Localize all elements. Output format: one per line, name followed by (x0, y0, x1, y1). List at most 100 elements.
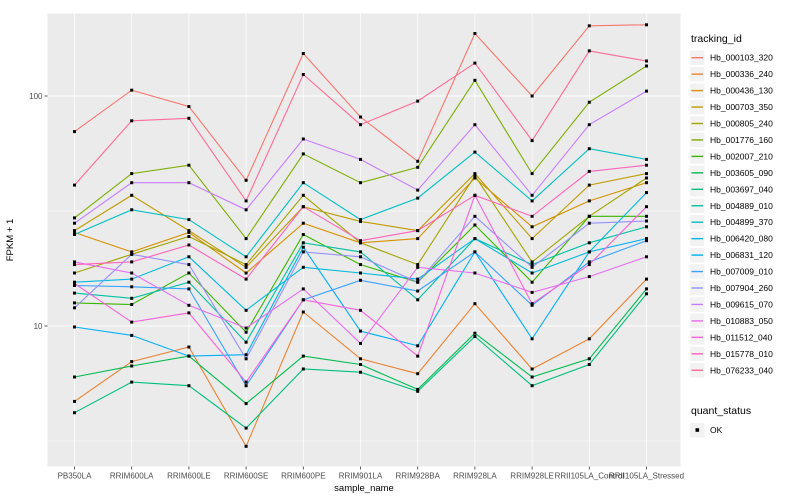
data-point (73, 231, 76, 234)
data-point (187, 229, 191, 233)
data-point (645, 163, 648, 167)
data-point (244, 271, 248, 275)
data-point (530, 303, 534, 307)
data-point (359, 255, 362, 259)
data-point (359, 241, 362, 245)
data-point (645, 64, 648, 68)
data-point (359, 308, 362, 312)
data-point (73, 375, 76, 379)
legend-item-label: OK (710, 425, 723, 435)
data-point (130, 360, 134, 364)
data-point (130, 88, 134, 92)
x-tick-label: RRIM600LE (167, 472, 211, 481)
data-point (130, 181, 134, 185)
data-point (645, 205, 648, 209)
data-point (244, 208, 248, 212)
data-point (301, 367, 305, 371)
data-point (416, 289, 420, 293)
data-point (244, 402, 248, 406)
x-tick-label: RRII105LA_Stressed (609, 472, 684, 481)
data-point (130, 252, 134, 256)
data-point (187, 163, 191, 167)
legend-swatch-point (695, 428, 700, 432)
legend-item-label: Hb_076233_040 (710, 365, 773, 375)
data-point (587, 241, 591, 245)
legend-item-label: Hb_006831_120 (710, 250, 773, 260)
legend-item-label: Hb_000336_240 (710, 69, 773, 79)
data-point (473, 214, 477, 218)
data-point (473, 61, 477, 65)
data-point (530, 237, 534, 241)
data-point (359, 123, 362, 127)
data-point (187, 303, 191, 307)
data-point (187, 243, 191, 247)
data-point (645, 225, 648, 229)
data-point (473, 331, 477, 335)
data-point (244, 330, 248, 334)
data-point (301, 241, 305, 245)
data-point (473, 78, 477, 82)
data-point (73, 271, 76, 275)
data-point (587, 100, 591, 104)
data-point (530, 384, 534, 388)
data-point (73, 411, 76, 415)
x-tick-label: RRIM600LA (110, 472, 154, 481)
data-point (301, 245, 305, 249)
data-point (645, 157, 648, 161)
data-point (473, 176, 477, 180)
data-point (187, 271, 191, 275)
data-point (473, 302, 477, 306)
legend-title-tracking-id: tracking_id (691, 33, 742, 45)
data-point (130, 380, 134, 384)
data-point (587, 123, 591, 127)
data-point (587, 214, 591, 218)
data-point (130, 296, 134, 300)
data-point (416, 196, 420, 200)
data-point (416, 354, 420, 358)
data-point (130, 333, 134, 337)
data-point (187, 384, 191, 388)
data-point (587, 275, 591, 279)
data-point (530, 260, 534, 264)
data-point (645, 239, 648, 243)
data-point (244, 277, 248, 281)
data-point (530, 139, 534, 143)
data-point (301, 73, 305, 76)
data-point (301, 181, 305, 185)
data-point (645, 219, 648, 223)
data-point (587, 147, 591, 151)
data-point (73, 291, 76, 295)
data-point (130, 172, 134, 176)
data-point (244, 178, 248, 182)
legend-item-label: Hb_010883_050 (710, 316, 773, 326)
data-point (530, 280, 534, 284)
data-point (416, 298, 420, 302)
data-point (301, 233, 305, 236)
data-point (359, 218, 362, 222)
data-point (187, 255, 191, 259)
data-point (244, 357, 248, 361)
legend-item-label: Hb_002007_210 (710, 151, 773, 161)
data-point (130, 364, 134, 368)
data-point (416, 188, 420, 192)
data-point (187, 218, 191, 222)
data-point (645, 172, 648, 176)
data-point (301, 137, 305, 141)
legend-item-label: Hb_000103_320 (710, 53, 773, 63)
data-point (73, 282, 76, 285)
y-axis-title: FPKM + 1 (5, 219, 16, 262)
data-point (587, 49, 591, 53)
data-point (530, 265, 534, 269)
data-point (645, 255, 648, 259)
data-point (244, 340, 248, 344)
data-point (587, 250, 591, 254)
data-point (73, 263, 76, 267)
x-tick-label: RRII105LA_Control (555, 472, 625, 481)
data-point (587, 260, 591, 264)
x-tick-label: RRIM600PE (281, 472, 325, 481)
legend-item-label: Hb_004899_370 (710, 217, 773, 227)
data-point (645, 89, 648, 93)
plot-panel (47, 13, 681, 467)
data-point (73, 325, 76, 329)
legend: tracking_id Hb_000103_320 Hb_000336_240 Hb_… (690, 33, 773, 438)
